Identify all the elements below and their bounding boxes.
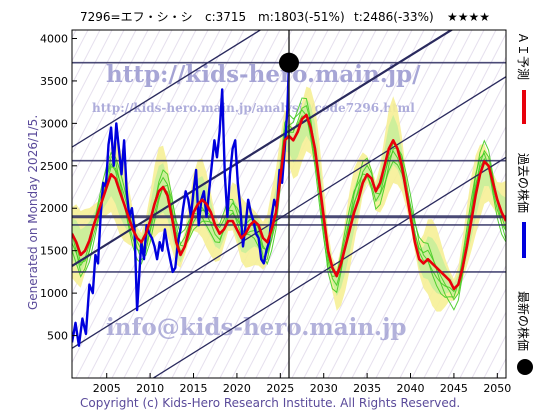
bg-stripe <box>508 30 560 378</box>
bg-stripe <box>72 30 125 132</box>
bg-stripe <box>195 30 377 378</box>
bg-stripe <box>219 30 401 378</box>
legend: ＡＩ予測 過去の株価 最新の株価 <box>516 32 533 375</box>
bg-stripe <box>435 241 506 378</box>
bg-stripe <box>532 30 560 378</box>
header-mid-price: m:1803(-51%) <box>258 10 345 24</box>
legend-swatch-forecast <box>522 90 526 124</box>
y-tick-label: 500 <box>47 330 68 343</box>
bg-stripe <box>339 55 506 378</box>
generated-date-label: Generated on Monday 2026/1/5. <box>26 115 40 310</box>
bg-stripe <box>471 311 506 378</box>
current-price-dot <box>279 52 299 73</box>
legend-label-latest: 最新の株価 <box>516 291 531 351</box>
current-price-marker <box>279 52 299 73</box>
bg-stripe <box>243 30 425 378</box>
bg-stripe <box>423 218 506 378</box>
bg-stripe <box>327 32 506 378</box>
watermark-url-main: http://kids-hero.main.jp/ <box>106 61 421 88</box>
bg-stripe <box>72 30 161 202</box>
bg-stripe <box>363 102 506 378</box>
x-tick-label: 2035 <box>353 382 381 395</box>
bg-stripe <box>255 30 437 378</box>
bg-stripe <box>399 171 506 378</box>
y-tick-label: 1000 <box>40 287 68 300</box>
legend-marker-latest <box>517 359 533 375</box>
x-tick-label: 2030 <box>310 382 338 395</box>
legend-label-past: 過去の株価 <box>516 153 531 213</box>
y-tick-label: 4000 <box>40 32 68 45</box>
y-tick-label: 3000 <box>40 117 68 130</box>
bg-stripe <box>279 30 461 378</box>
plot-frame <box>71 29 507 379</box>
bg-stripe <box>123 30 305 378</box>
bg-stripe <box>556 30 560 378</box>
y-tick-label: 2500 <box>40 160 68 173</box>
y-tick-label: 1500 <box>40 245 68 258</box>
watermark-url-analysis: http://kids-hero.main.jp/analysis/code72… <box>92 101 415 115</box>
bg-stripe <box>72 30 113 109</box>
past-price-line <box>72 62 291 347</box>
bg-stripe <box>72 30 137 155</box>
bg-stripe <box>72 30 173 225</box>
bg-stripe <box>544 30 560 378</box>
x-tick-label: 2005 <box>93 382 121 395</box>
legend-swatch-past <box>522 222 526 258</box>
bg-stripe <box>72 30 149 179</box>
x-tick-label: 2040 <box>397 382 425 395</box>
legend-label-forecast: ＡＩ予測 <box>516 32 530 80</box>
copyright-text: Copyright (c) Kids-Hero Research Institu… <box>80 396 460 410</box>
bg-stripe <box>375 125 506 378</box>
header-code-name: 7296=エフ・シ・シ <box>80 10 193 24</box>
header-target-price: t:2486(-33%) <box>354 10 434 24</box>
bg-stripe <box>171 30 353 378</box>
x-tick-label: 2045 <box>440 382 468 395</box>
y-tick-label: 3500 <box>40 75 68 88</box>
x-axis-ticks: 2005 2010 2015 2020 2025 2030 2035 2040 2045 2050 <box>93 373 511 395</box>
x-tick-label: 2015 <box>180 382 208 395</box>
bg-stripe <box>351 79 506 378</box>
bg-stripe <box>447 264 506 378</box>
channel-line <box>72 30 262 148</box>
header-current-price: c:3715 <box>205 10 246 24</box>
bg-stripe <box>303 30 485 378</box>
x-tick-label: 2020 <box>223 382 251 395</box>
x-tick-label: 2050 <box>483 382 511 395</box>
y-tick-label: 2000 <box>40 202 68 215</box>
x-tick-label: 2010 <box>136 382 164 395</box>
x-tick-label: 2025 <box>266 382 294 395</box>
bg-stripe <box>72 30 185 248</box>
watermark-email: info@kids-hero.main.jp <box>106 314 406 341</box>
bg-stripe <box>459 287 506 378</box>
y-axis-ticks: 500 1000 1500 2000 2500 3000 3500 4000 <box>40 32 77 343</box>
header-rating-stars: ★★★★ <box>447 10 490 24</box>
